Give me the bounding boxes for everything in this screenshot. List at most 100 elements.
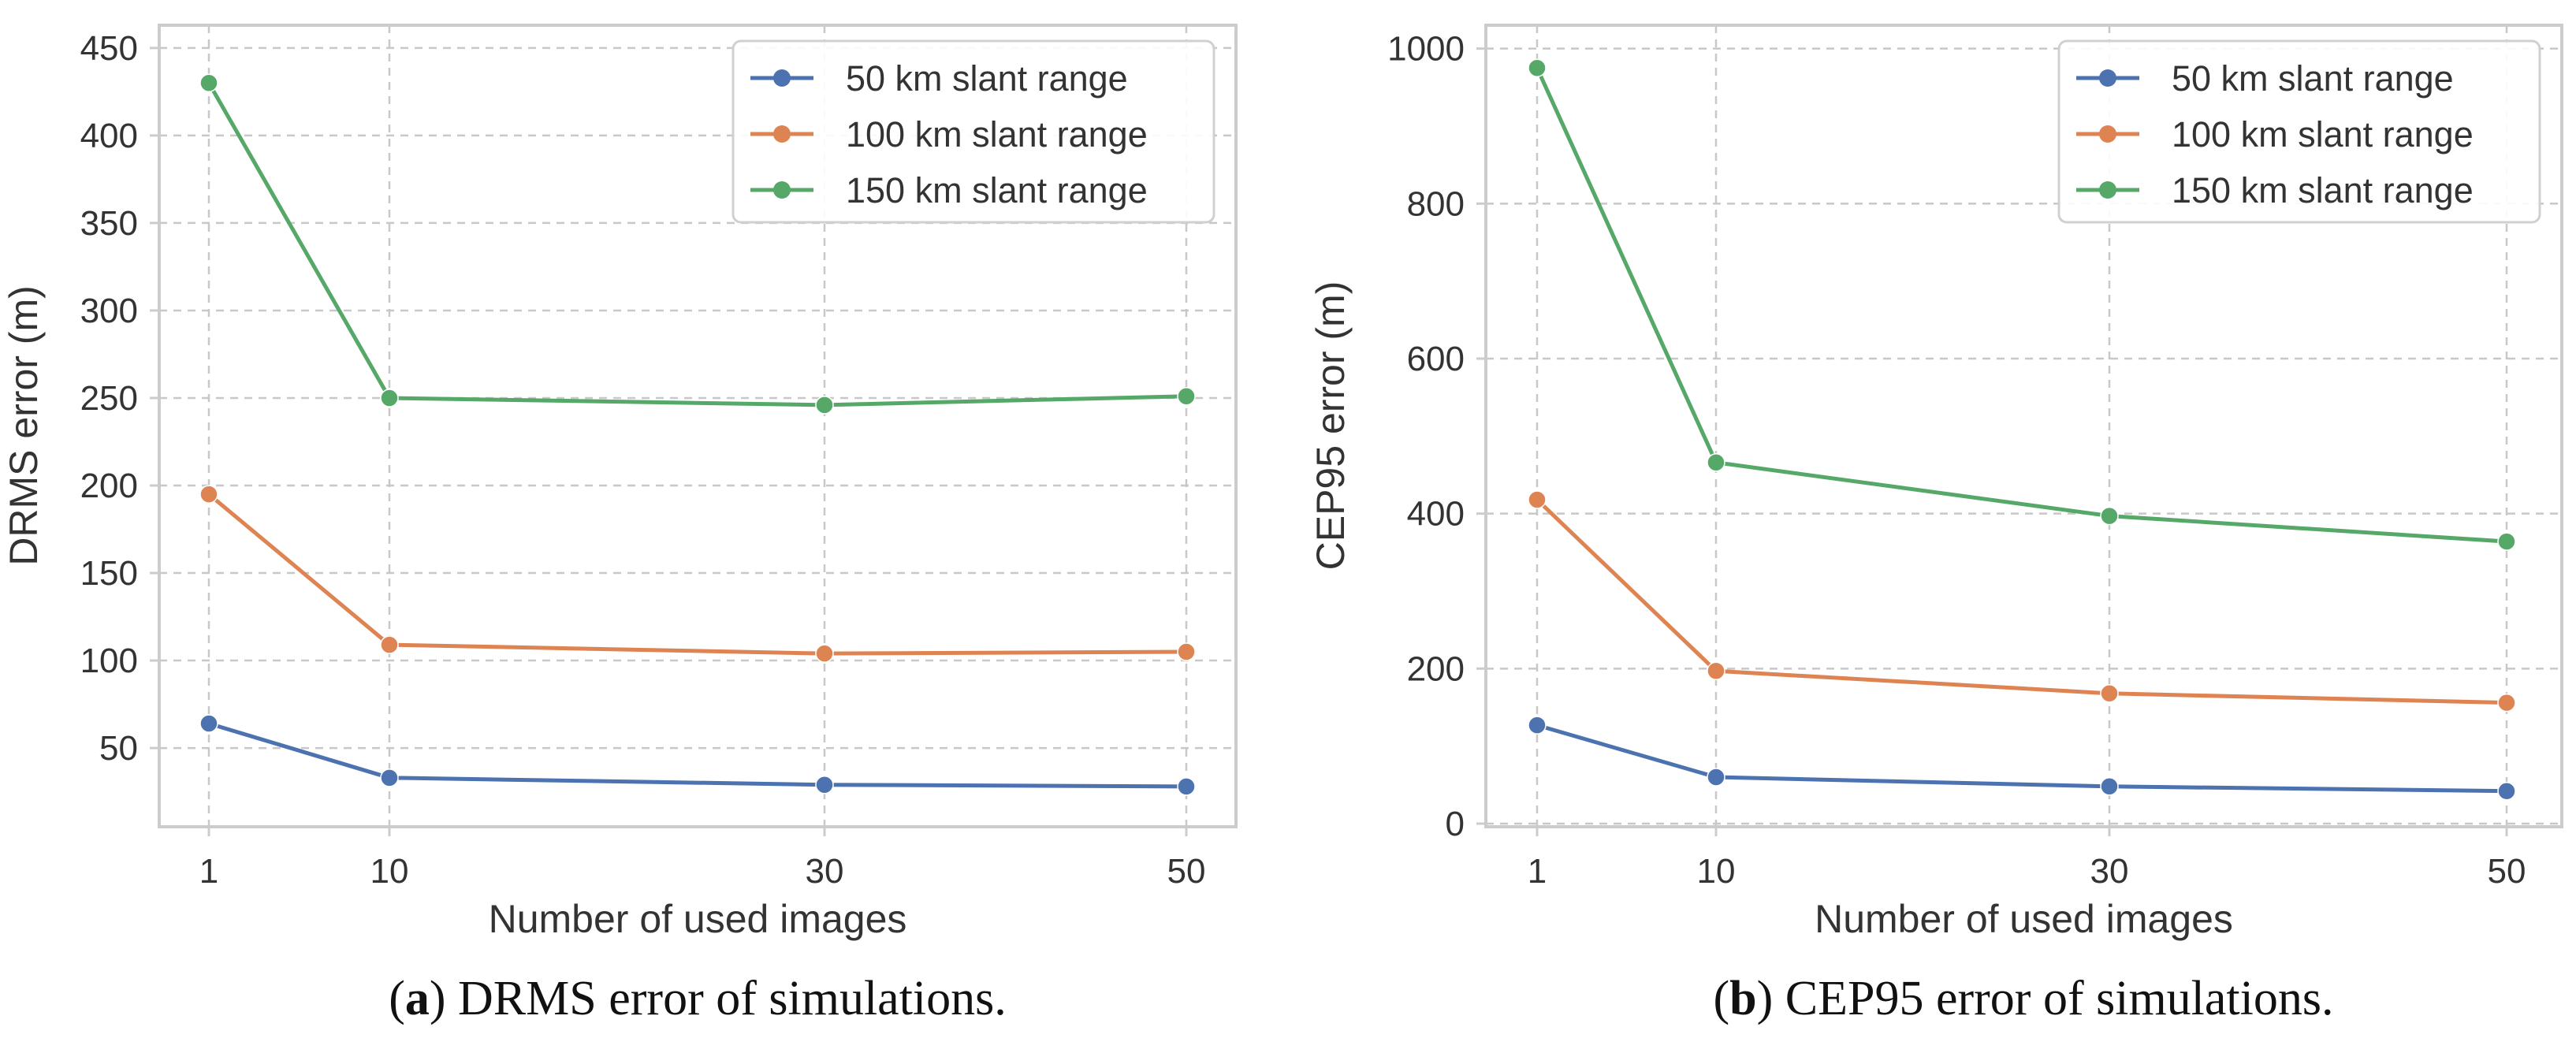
x-tick-label: 50 [2488, 852, 2526, 891]
legend-label: 50 km slant range [2172, 58, 2454, 99]
data-point [2100, 684, 2119, 703]
data-point [380, 768, 399, 787]
data-point [1177, 642, 1196, 661]
y-tick-label: 150 [80, 554, 138, 593]
legend-item: 100 km slant range [750, 114, 1148, 154]
legend-box [2057, 39, 2541, 224]
y-tick-label: 600 [1407, 340, 1465, 378]
data-point [1528, 58, 1547, 77]
y-tick-label: 200 [80, 467, 138, 505]
y-tick-label: 450 [80, 29, 138, 68]
data-point [2497, 781, 2516, 801]
legend-marker [2099, 181, 2116, 199]
legend-marker [2099, 125, 2116, 143]
caption-label: a [405, 972, 430, 1025]
x-tick-label: 50 [1167, 852, 1206, 891]
legend-label: 100 km slant range [846, 114, 1148, 154]
caption: (b) CEP95 error of simulations. [1713, 972, 2333, 1025]
y-tick-label: 1000 [1387, 30, 1465, 69]
y-tick-label: 100 [80, 642, 138, 680]
x-tick-label: 1 [199, 852, 218, 891]
legend-item: 100 km slant range [2076, 114, 2474, 154]
y-axis-label: CEP95 error (m) [1308, 281, 1353, 571]
series-3 [199, 73, 1196, 415]
x-tick-label: 1 [1528, 852, 1547, 891]
series-2 [1528, 490, 2516, 712]
caption-paren-open: ( [389, 972, 405, 1025]
caption-paren-close: ) [430, 972, 458, 1025]
series-line [207, 82, 1187, 407]
data-point [1707, 768, 1725, 787]
data-point [1707, 661, 1725, 681]
plot-frame [158, 24, 1238, 828]
legend-item: 50 km slant range [2076, 58, 2454, 99]
legend-label: 150 km slant range [846, 170, 1148, 210]
y-tick-label: 400 [80, 117, 138, 155]
data-point [815, 775, 834, 794]
legend-item: 50 km slant range [750, 58, 1128, 99]
legend-marker [773, 181, 791, 199]
data-point [199, 714, 218, 733]
series-2 [199, 485, 1196, 663]
legend-marker [2099, 69, 2116, 87]
y-tick-label: 800 [1407, 184, 1465, 223]
y-tick-label: 0 [1446, 805, 1465, 843]
legend-item: 150 km slant range [750, 170, 1148, 210]
series-line [1535, 67, 2507, 544]
caption-text: CEP95 error of simulations. [1785, 972, 2334, 1025]
legend-label: 100 km slant range [2172, 114, 2474, 154]
y-axis-label: DRMS error (m) [2, 285, 46, 566]
legend: 50 km slant range 100 km slant range 150 k… [2057, 39, 2541, 224]
y-tick-label: 400 [1407, 495, 1465, 534]
legend-label: 150 km slant range [2172, 170, 2474, 210]
data-point [1528, 716, 1547, 735]
legend-box [731, 39, 1215, 224]
y-tick-label: 300 [80, 292, 138, 330]
data-point [380, 389, 399, 407]
legend-item: 150 km slant range [2076, 170, 2474, 210]
caption-paren-open: ( [1713, 972, 1729, 1025]
data-point [815, 644, 834, 663]
data-point [2100, 777, 2119, 796]
data-point [815, 396, 834, 415]
x-tick-label: 10 [370, 852, 409, 891]
legend-marker [773, 69, 791, 87]
y-tick-label: 350 [80, 204, 138, 243]
data-point [199, 485, 218, 504]
caption-paren-close: ) [1757, 972, 1785, 1025]
caption-label: b [1729, 972, 1756, 1025]
series-line [208, 721, 1187, 789]
x-tick-label: 30 [806, 852, 844, 891]
data-point [1707, 453, 1725, 472]
data-point [380, 635, 399, 654]
series-1 [1528, 716, 2516, 801]
series-line [207, 493, 1187, 656]
data-point [2497, 532, 2516, 551]
legend: 50 km slant range 100 km slant range 150 k… [731, 39, 1215, 224]
chart-b: 0 200 400 600 800 1000 1 10 30 50 Number of used i… [1308, 24, 2563, 1025]
x-tick-label: 30 [2090, 852, 2129, 891]
plot-frame [1484, 24, 2563, 828]
caption: (a) DRMS error of simulations. [389, 972, 1007, 1025]
y-tick-label: 250 [80, 379, 138, 418]
legend-marker [773, 125, 791, 143]
x-axis-label: Number of used images [1815, 897, 2233, 941]
series-1 [199, 714, 1196, 796]
series-3 [1528, 58, 2516, 551]
chart-a: 50 100 150 200 250 300 350 400 450 1 10 30 50 Number … [2, 24, 1238, 1025]
data-point [1177, 777, 1196, 796]
data-point [2100, 506, 2119, 526]
data-point [1528, 490, 1547, 509]
legend-label: 50 km slant range [846, 58, 1128, 99]
data-point [1177, 387, 1196, 406]
series-line [1536, 723, 2507, 794]
data-point [2497, 693, 2516, 712]
series-line [1536, 498, 2507, 705]
x-axis-label: Number of used images [489, 897, 907, 941]
caption-text: DRMS error of simulations. [458, 972, 1007, 1025]
y-tick-label: 200 [1407, 649, 1465, 688]
x-tick-label: 10 [1697, 852, 1736, 891]
y-tick-label: 50 [99, 729, 138, 768]
data-point [199, 73, 218, 93]
